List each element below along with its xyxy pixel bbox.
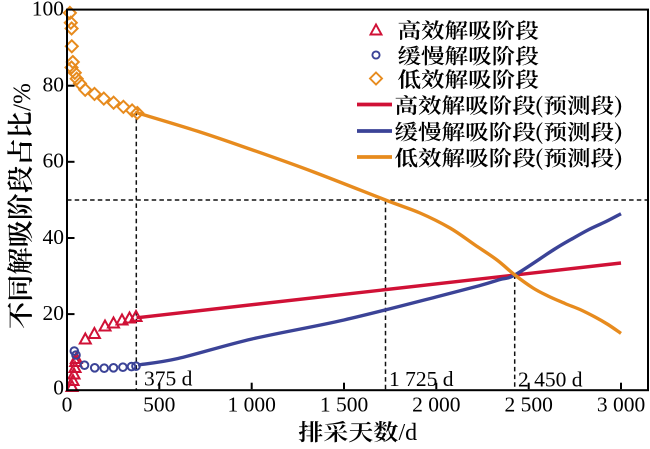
svg-text:1 000: 1 000 [228, 393, 276, 417]
svg-text:1 725 d: 1 725 d [389, 367, 454, 391]
svg-text:100: 100 [32, 0, 64, 20]
svg-text:20: 20 [43, 301, 65, 325]
svg-text:0: 0 [53, 376, 64, 400]
svg-text:1 500: 1 500 [320, 393, 368, 417]
svg-text:2 450 d: 2 450 d [518, 367, 583, 391]
svg-text:80: 80 [43, 73, 65, 97]
svg-text:40: 40 [43, 225, 65, 249]
svg-text:60: 60 [43, 149, 65, 173]
svg-text:0: 0 [62, 393, 73, 417]
svg-text:375 d: 375 d [144, 367, 193, 391]
svg-text:/%: /% [9, 83, 36, 111]
svg-text:2 000: 2 000 [412, 393, 460, 417]
svg-text:3 000: 3 000 [597, 393, 645, 417]
svg-text:2 500: 2 500 [505, 393, 553, 417]
svg-text:500: 500 [143, 393, 175, 417]
svg-text:/d: /d [399, 420, 418, 444]
